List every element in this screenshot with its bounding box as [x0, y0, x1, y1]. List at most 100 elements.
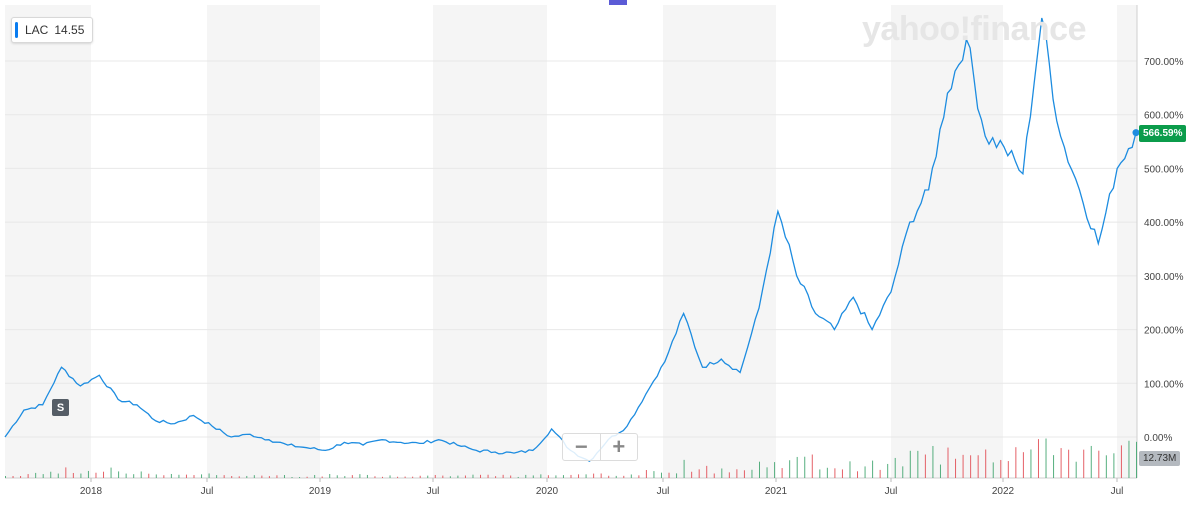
volume-bar: [389, 475, 391, 478]
volume-bar: [412, 476, 414, 478]
volume-bar: [276, 475, 278, 478]
volume-bar: [359, 474, 361, 478]
volume-bar: [600, 473, 602, 478]
volume-bar: [834, 468, 836, 478]
volume-bar: [321, 476, 323, 478]
volume-bar: [932, 445, 934, 478]
volume-bar: [329, 474, 331, 478]
volume-bar: [223, 475, 225, 478]
year-band: [891, 5, 1003, 478]
y-tick-label: 700.00%: [1144, 57, 1184, 68]
last-point: [1132, 129, 1140, 137]
volume-bar: [1105, 455, 1107, 478]
zoom-control: − +: [562, 433, 638, 461]
x-tick-label: 2022: [992, 486, 1015, 497]
ticker-price: 14.55: [54, 23, 85, 37]
volume-bar: [660, 472, 662, 478]
split-marker[interactable]: S: [52, 399, 69, 416]
volume-bar: [578, 474, 580, 478]
volume-bar: [683, 459, 685, 478]
year-band: [5, 5, 91, 478]
volume-bar: [532, 475, 534, 478]
volume-bar: [366, 474, 368, 478]
x-tick-label: 2018: [80, 486, 103, 497]
volume-bar: [811, 454, 813, 478]
volume-badge: 12.73M: [1139, 451, 1181, 466]
volume-bar: [103, 471, 105, 478]
x-tick-label: 2021: [765, 486, 788, 497]
x-tick-label: 2020: [536, 486, 559, 497]
volume-bar: [1007, 461, 1009, 478]
volume-bar: [87, 470, 89, 478]
x-tick-label: Jul: [885, 486, 898, 497]
year-band: [663, 5, 776, 478]
volume-bar: [547, 475, 549, 478]
volume-bar: [208, 473, 210, 478]
y-tick-label: 100.00%: [1144, 379, 1184, 390]
volume-bar: [819, 469, 821, 478]
volume-bar: [698, 469, 700, 478]
volume-bar: [759, 461, 760, 478]
y-tick-label: 600.00%: [1144, 111, 1184, 122]
zoom-in-button[interactable]: +: [599, 434, 638, 460]
volume-bar: [201, 474, 203, 478]
zoom-out-button[interactable]: −: [574, 434, 588, 459]
last-value-badge: 566.59%: [1139, 125, 1187, 142]
volume-bar: [970, 455, 972, 478]
volume-bar: [608, 475, 610, 478]
volume-bar: [638, 475, 640, 478]
volume-bar: [253, 475, 255, 478]
volume-bar: [193, 475, 195, 478]
volume-bar: [238, 476, 240, 478]
volume-bar: [879, 469, 881, 478]
x-tick-label: Jul: [1111, 486, 1124, 497]
volume-bar: [985, 449, 987, 478]
volume-bar: [472, 474, 474, 478]
volume-bar: [1090, 445, 1092, 478]
volume-bar: [133, 474, 135, 478]
year-band: [433, 5, 547, 478]
volume-bar: [691, 471, 693, 478]
volume-bar: [917, 450, 919, 478]
volume-bar: [1015, 447, 1017, 478]
volume-bar: [12, 476, 14, 478]
volume-bar: [909, 450, 911, 478]
volume-bar: [170, 473, 172, 478]
y-tick-label: 300.00%: [1144, 272, 1184, 283]
volume-bar: [706, 465, 708, 478]
ticker-legend[interactable]: LAC 14.55: [11, 17, 94, 43]
volume-bar: [344, 476, 346, 478]
volume-bar: [849, 461, 851, 478]
volume-bar: [804, 456, 806, 478]
volume-bar: [57, 473, 59, 478]
volume-bar: [1113, 453, 1115, 478]
volume-bar: [939, 464, 941, 478]
volume-bar: [562, 475, 564, 478]
volume-bar: [246, 475, 248, 478]
volume-bar: [713, 473, 715, 478]
volume-bar: [525, 474, 527, 478]
volume-bar: [962, 454, 964, 478]
volume-bar: [268, 476, 270, 478]
volume-bar: [1120, 445, 1122, 478]
volume-bar: [480, 474, 482, 478]
volume-bar: [50, 471, 52, 478]
volume-bar: [653, 471, 655, 478]
volume-bar: [766, 467, 768, 478]
x-tick-label: Jul: [427, 486, 440, 497]
volume-bar: [155, 474, 157, 478]
volume-bar: [178, 474, 180, 478]
volume-bar: [5, 476, 6, 478]
volume-bar: [623, 475, 625, 478]
volume-bar: [449, 476, 451, 478]
volume-bar: [125, 473, 127, 478]
x-tick-label: Jul: [657, 486, 670, 497]
range-handle[interactable]: [609, 0, 627, 5]
volume-bar: [902, 466, 904, 478]
volume-bar: [728, 472, 730, 478]
volume-bar: [781, 468, 783, 478]
volume-bar: [148, 473, 150, 478]
volume-bar: [872, 460, 874, 478]
volume-bar: [442, 475, 444, 478]
